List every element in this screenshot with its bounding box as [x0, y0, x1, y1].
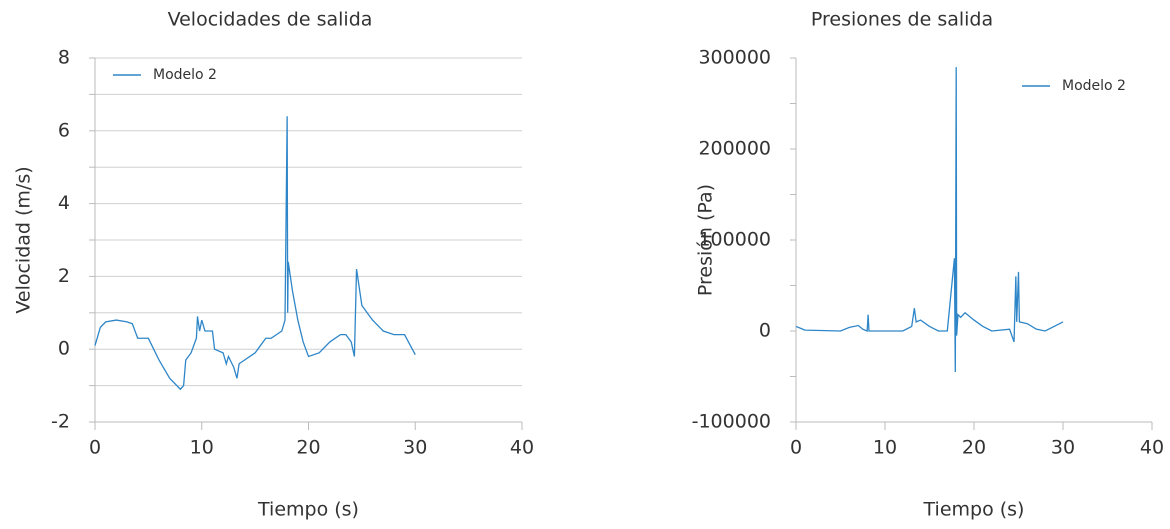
x-axis-label: Tiempo (s) [923, 499, 1025, 521]
y-tick-label: 6 [58, 119, 70, 141]
y-tick-label: 2 [58, 265, 70, 287]
y-axis-label: Presión (Pa) [695, 184, 717, 296]
x-tick-label: 10 [873, 437, 897, 459]
y-tick-label: 8 [58, 47, 70, 69]
chart-title: Presiones de salida [811, 9, 993, 31]
x-tick-label: 40 [1140, 437, 1164, 459]
x-tick-label: 0 [790, 437, 802, 459]
y-tick-label: -2 [51, 411, 70, 433]
y-tick-label: 0 [58, 338, 70, 360]
y-tick-label: 0 [759, 320, 771, 342]
y-tick-label: 100000 [698, 229, 771, 251]
data-line [795, 67, 1064, 372]
x-axis-label: Tiempo (s) [257, 499, 359, 521]
x-tick-label: 10 [190, 437, 214, 459]
y-tick-label: 300000 [698, 47, 771, 69]
y-axis-label: Velocidad (m/s) [13, 166, 35, 313]
x-tick-label: 20 [296, 437, 320, 459]
y-tick-label: -100000 [692, 411, 771, 433]
chart-title: Velocidades de salida [168, 9, 373, 31]
legend-label: Modelo 2 [1062, 78, 1126, 94]
x-tick-label: 0 [89, 437, 101, 459]
x-tick-label: 40 [510, 437, 534, 459]
legend-label: Modelo 2 [153, 67, 217, 83]
y-tick-label: 200000 [698, 138, 771, 160]
x-tick-label: 20 [962, 437, 986, 459]
x-tick-label: 30 [1051, 437, 1075, 459]
data-line [94, 116, 416, 391]
x-tick-label: 30 [403, 437, 427, 459]
y-tick-label: 4 [58, 192, 70, 214]
